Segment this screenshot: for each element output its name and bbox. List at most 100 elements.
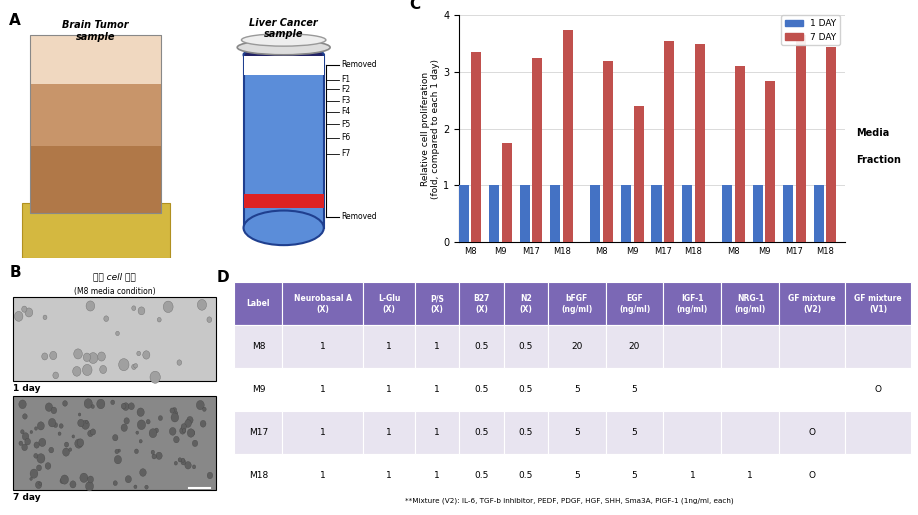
Circle shape: [174, 436, 179, 443]
Circle shape: [181, 459, 185, 465]
Circle shape: [163, 301, 174, 313]
Circle shape: [15, 312, 23, 321]
Circle shape: [122, 403, 129, 410]
Circle shape: [87, 476, 94, 483]
Circle shape: [116, 331, 119, 336]
FancyBboxPatch shape: [30, 146, 162, 213]
Circle shape: [53, 372, 59, 379]
Circle shape: [187, 429, 195, 437]
Circle shape: [96, 399, 105, 409]
FancyBboxPatch shape: [14, 297, 216, 381]
Circle shape: [138, 307, 145, 315]
Bar: [695, 44, 705, 242]
Circle shape: [73, 367, 81, 376]
FancyBboxPatch shape: [30, 84, 162, 146]
Circle shape: [186, 417, 193, 424]
Circle shape: [197, 299, 207, 310]
Circle shape: [193, 465, 196, 469]
Circle shape: [30, 469, 38, 478]
Circle shape: [170, 408, 174, 413]
Circle shape: [138, 420, 146, 430]
FancyBboxPatch shape: [30, 35, 162, 213]
Bar: [682, 185, 692, 242]
Text: NRG-1
(ng/ml): NRG-1 (ng/ml): [734, 294, 766, 314]
Circle shape: [61, 475, 69, 484]
Circle shape: [80, 473, 88, 483]
Circle shape: [137, 408, 144, 417]
Bar: [551, 185, 560, 242]
FancyBboxPatch shape: [606, 411, 664, 454]
Circle shape: [22, 306, 27, 312]
Y-axis label: Relative cell proliferation
(fold, compared to each 1 day): Relative cell proliferation (fold, compa…: [420, 59, 441, 199]
Text: D: D: [217, 270, 230, 285]
FancyBboxPatch shape: [664, 325, 722, 368]
Text: B27
(X): B27 (X): [474, 294, 489, 314]
Text: 1: 1: [319, 385, 326, 394]
Circle shape: [115, 455, 121, 464]
Bar: [664, 41, 674, 242]
Circle shape: [86, 301, 95, 311]
Circle shape: [131, 364, 136, 369]
Circle shape: [181, 458, 185, 462]
Text: 20: 20: [629, 342, 640, 351]
FancyBboxPatch shape: [548, 454, 606, 497]
Text: 1: 1: [319, 472, 326, 480]
Bar: [722, 185, 733, 242]
Circle shape: [85, 421, 88, 423]
FancyBboxPatch shape: [606, 282, 664, 325]
Circle shape: [121, 403, 126, 409]
FancyBboxPatch shape: [664, 368, 722, 411]
Circle shape: [49, 418, 56, 427]
Circle shape: [45, 403, 52, 411]
Circle shape: [58, 432, 62, 436]
FancyBboxPatch shape: [845, 282, 911, 325]
Circle shape: [78, 413, 81, 416]
Circle shape: [134, 449, 139, 454]
Bar: [633, 106, 644, 242]
FancyBboxPatch shape: [779, 325, 845, 368]
Circle shape: [49, 447, 54, 453]
Circle shape: [78, 419, 84, 427]
Circle shape: [36, 481, 41, 489]
Circle shape: [70, 481, 76, 488]
Text: 5: 5: [632, 385, 637, 394]
FancyBboxPatch shape: [779, 368, 845, 411]
Circle shape: [62, 401, 67, 406]
Bar: [532, 58, 543, 242]
Circle shape: [136, 431, 139, 434]
Bar: [621, 185, 631, 242]
Circle shape: [104, 316, 108, 321]
FancyBboxPatch shape: [283, 282, 363, 325]
Circle shape: [171, 413, 179, 422]
FancyBboxPatch shape: [363, 282, 415, 325]
FancyBboxPatch shape: [504, 325, 548, 368]
Text: 7 day: 7 day: [14, 492, 41, 502]
Circle shape: [146, 419, 151, 424]
Circle shape: [53, 423, 58, 427]
Text: 1: 1: [434, 472, 440, 480]
Bar: [502, 143, 512, 242]
Circle shape: [173, 407, 176, 413]
Circle shape: [84, 399, 93, 408]
Circle shape: [113, 480, 118, 486]
Bar: [796, 36, 806, 242]
Text: 0.5: 0.5: [475, 472, 488, 480]
Text: 1: 1: [386, 428, 392, 437]
FancyBboxPatch shape: [415, 454, 459, 497]
Bar: [563, 29, 573, 242]
Circle shape: [118, 358, 129, 371]
Circle shape: [143, 351, 150, 359]
Circle shape: [158, 416, 162, 421]
Circle shape: [100, 366, 106, 373]
Text: M8: M8: [252, 342, 265, 351]
Ellipse shape: [237, 40, 330, 55]
Text: GF mixture
(V1): GF mixture (V1): [855, 294, 901, 314]
Text: O: O: [809, 428, 816, 437]
Circle shape: [39, 482, 41, 485]
Circle shape: [22, 444, 28, 451]
Text: Removed: Removed: [341, 212, 377, 221]
FancyBboxPatch shape: [30, 35, 162, 84]
FancyBboxPatch shape: [504, 454, 548, 497]
Circle shape: [72, 435, 74, 438]
Text: F6: F6: [341, 133, 351, 142]
